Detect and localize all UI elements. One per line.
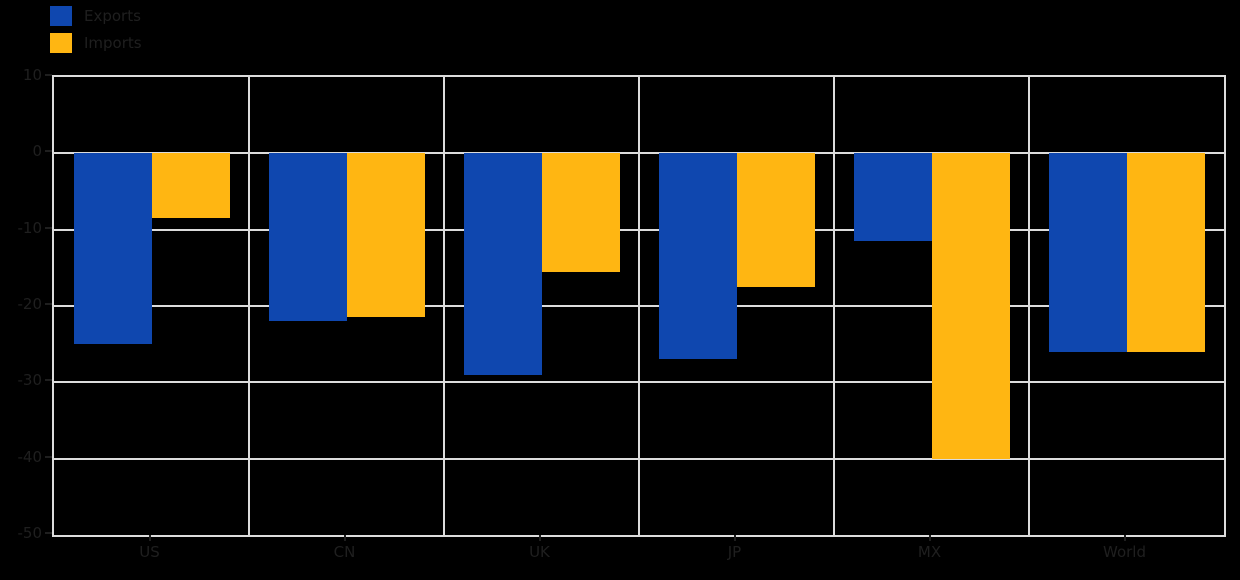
bar-exports-world: [1048, 153, 1127, 352]
y-tick-mark: [45, 303, 52, 305]
x-tick-mark: [928, 535, 931, 541]
legend-label-exports: Exports: [84, 7, 141, 25]
legend-swatch-exports-icon: [50, 6, 72, 26]
y-tick-mark: [45, 74, 52, 76]
bar-exports-uk: [463, 153, 542, 375]
y-tick-label: -40: [17, 447, 43, 466]
bar-imports-world: [1126, 153, 1205, 352]
x-tick-mark: [343, 535, 346, 541]
gridline-horizontal: [54, 305, 1224, 307]
y-tick-label: 10: [22, 66, 42, 84]
y-tick-mark: [45, 150, 52, 153]
legend-item-imports: Imports: [50, 32, 142, 54]
legend-swatch-imports-icon: [50, 33, 72, 53]
bar-exports-mx: [853, 153, 932, 242]
x-tick-mark: [538, 535, 541, 541]
x-axis-label-jp: JP: [727, 543, 742, 561]
x-axis-label-world: World: [1103, 543, 1146, 561]
gridline-horizontal: [54, 228, 1224, 231]
gridline-horizontal: [54, 381, 1224, 384]
bar-imports-jp: [736, 153, 815, 287]
legend-label-imports: Imports: [84, 34, 142, 52]
bar-exports-cn: [268, 153, 347, 322]
bar-imports-uk: [541, 153, 620, 272]
y-tick-mark: [45, 226, 52, 229]
bar-exports-us: [73, 153, 152, 345]
bar-imports-cn: [346, 153, 425, 318]
y-tick-mark: [45, 379, 52, 382]
x-axis-label-mx: MX: [917, 543, 942, 561]
y-tick-mark: [45, 455, 52, 458]
y-tick-label: -30: [17, 371, 43, 390]
bar-imports-us: [151, 153, 230, 219]
x-axis-label-us: US: [139, 543, 160, 561]
y-tick-label: -50: [17, 524, 43, 542]
plot-area: [52, 75, 1226, 537]
y-tick-label: 0: [32, 142, 42, 161]
x-tick-mark: [148, 535, 151, 541]
x-tick-mark: [1123, 535, 1126, 541]
x-tick-mark: [733, 535, 736, 541]
x-axis-label-cn: CN: [333, 543, 356, 561]
legend-item-exports: Exports: [50, 5, 142, 27]
gridline-horizontal: [54, 457, 1224, 460]
y-tick-label: -20: [17, 295, 43, 313]
legend: Exports Imports: [50, 5, 142, 59]
bar-exports-jp: [658, 153, 737, 360]
gridline-horizontal: [54, 152, 1224, 155]
y-tick-label: -10: [17, 218, 43, 237]
x-axis-label-uk: UK: [529, 543, 550, 561]
y-tick-mark: [45, 532, 52, 534]
bar-imports-mx: [931, 153, 1010, 459]
